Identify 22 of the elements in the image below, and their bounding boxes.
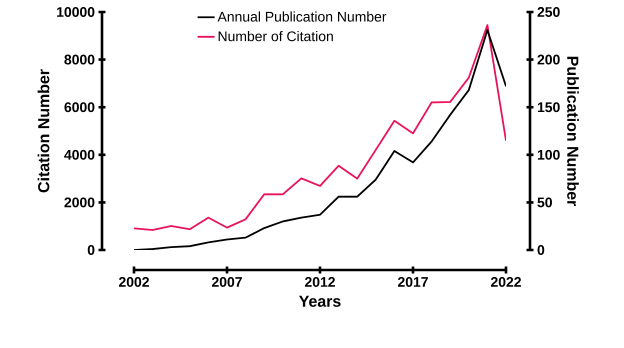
- x-tick-label: 2007: [212, 277, 242, 287]
- x-tick-label: 2017: [398, 277, 428, 287]
- y-tick-label: 6000: [64, 102, 94, 112]
- y2-tick-label: 0: [538, 245, 544, 255]
- legend-label: Number of Citation: [218, 31, 333, 42]
- y2-tick-label: 50: [537, 197, 552, 208]
- legend-label: Annual Publication Number: [218, 11, 386, 22]
- y-tick-label: 2000: [64, 197, 94, 208]
- y-tick-label: 10000: [57, 7, 94, 17]
- x-tick-label: 2012: [304, 277, 335, 287]
- y2-tick-label: 150: [538, 102, 560, 112]
- y-tick-label: 8000: [64, 54, 94, 65]
- y2-tick-label: 200: [538, 54, 560, 65]
- y2-tick-label: 100: [538, 150, 560, 160]
- y2-axis-title: Publication Number: [567, 56, 579, 206]
- y-axis-title: Citation Number: [38, 69, 50, 192]
- x-tick-label: 2022: [490, 277, 521, 287]
- y-tick-label: 0: [88, 245, 94, 255]
- x-axis-title: Years: [298, 296, 341, 307]
- y2-tick-label: 250: [538, 7, 560, 17]
- x-tick-label: 2002: [118, 277, 149, 287]
- y-tick-label: 4000: [64, 150, 94, 160]
